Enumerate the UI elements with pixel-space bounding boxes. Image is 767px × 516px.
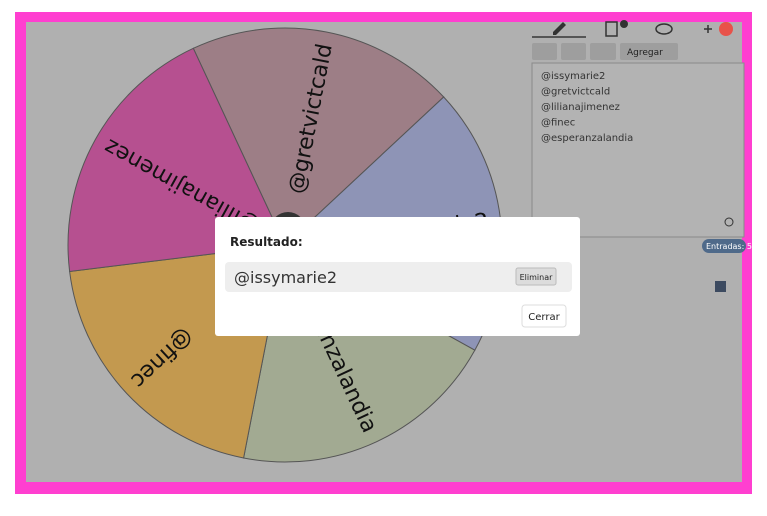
entry: @lilianajimenez [541, 102, 620, 113]
sort-button[interactable] [561, 43, 586, 60]
wheel-segment[interactable] [67, 47, 286, 273]
tab-indicator [532, 36, 586, 38]
advanced-button[interactable] [590, 43, 616, 60]
edit-icon[interactable] [553, 22, 566, 35]
plus-icon[interactable] [704, 25, 712, 33]
entry: @issymarie2 [541, 71, 605, 82]
badge [620, 20, 628, 28]
entry: @finec [541, 118, 575, 129]
remove-button-label: Eliminar [520, 273, 553, 282]
result-row [225, 262, 572, 292]
close-button-label: Cerrar [528, 312, 560, 323]
result-text: @issymarie2 [234, 268, 337, 287]
emoji-icon[interactable] [724, 217, 734, 227]
close-x[interactable] [715, 281, 726, 292]
remove-button[interactable] [515, 267, 557, 286]
color-icon[interactable] [719, 22, 733, 36]
modal-title: Resultado: [230, 235, 303, 249]
wheel[interactable]: @gretvictcald@issymarie2@esperanzalandia… [67, 27, 503, 463]
add-image-label: Agregar [627, 48, 663, 58]
entries-count-pill [702, 239, 746, 253]
add-image-button[interactable] [620, 43, 678, 60]
wheel-segment[interactable] [192, 27, 445, 246]
shuffle-button[interactable] [532, 43, 557, 60]
entries-textarea[interactable] [531, 62, 745, 238]
entry: @esperanzalandia [541, 133, 633, 144]
entries-list: @issymarie2 @gretvictcald @lilianajimenez @… [541, 71, 633, 144]
close-button[interactable] [521, 304, 567, 328]
hide-icon[interactable] [655, 23, 673, 35]
entries-count: Entradas: 5 [706, 242, 752, 251]
list-icon[interactable] [605, 21, 618, 37]
entry: @gretvictcald [541, 87, 610, 98]
